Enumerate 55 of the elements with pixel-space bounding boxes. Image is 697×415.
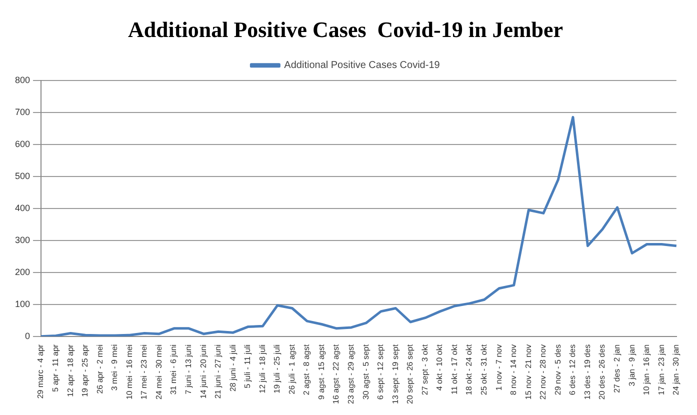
x-tick-label: 19 juli - 25 juli [272, 344, 282, 394]
x-tick-label: 4 okt - 10 okt [435, 344, 444, 391]
x-tick-label: 14 juni - 20 juni [198, 344, 208, 399]
x-tick-label: 25 okt - 31 okt [480, 344, 489, 396]
y-tick-label: 100 [14, 298, 30, 309]
x-tick-label: 8 nov - 14 nov [509, 344, 518, 396]
y-tick-label: 300 [14, 234, 30, 245]
x-tick-label: 7 juni - 13 juni [184, 344, 193, 394]
x-tick-label: 13 sept - 19 sept [390, 344, 400, 404]
y-tick-label: 200 [14, 266, 30, 277]
x-tick-label: 12 juli - 18 juli [258, 344, 267, 394]
x-tick-label: 27 des - 2 jan [612, 344, 622, 393]
x-tick-label: 17 jan - 23 jan [656, 344, 666, 396]
x-tick-label: 12 apr - 18 apr [66, 344, 75, 397]
x-tick-label: 3 mei - 9 mei [110, 344, 120, 391]
x-tick-label: 21 juni - 27 juni [214, 344, 223, 399]
x-tick-label: 11 okt - 17 okt [450, 344, 459, 395]
y-tick-label: 800 [14, 74, 30, 85]
x-tick-label: 19 apr - 25 apr [80, 344, 90, 397]
x-tick-label: 5 juli - 11 juli [243, 344, 252, 388]
chart-title: Additional Positive Cases Covid-19 in Jember [128, 16, 564, 42]
x-tick-label: 29 marc - 4 apr [36, 344, 46, 399]
x-tick-label: 16 agst - 22 agst [332, 344, 341, 404]
x-tick-label: 5 apr - 11 apr [50, 344, 60, 392]
y-tick-label: 400 [14, 202, 30, 213]
x-tick-label: 22 nov - 28 nov [538, 344, 548, 400]
x-tick-label: 9 agst - 15 agst [316, 344, 326, 400]
y-tick-label: 500 [14, 170, 30, 181]
x-tick-label: 13 des - 19 des [582, 344, 592, 400]
x-tick-label: 10 jan - 16 jan [642, 344, 652, 396]
x-tick-label: 1 nov - 7 nov [494, 344, 504, 391]
y-tick-label: 700 [14, 106, 30, 117]
x-tick-label: 29 nov - 5 des [553, 344, 562, 396]
x-tick-label: 3 jan - 9 jan [627, 344, 636, 386]
x-tick-label: 17 mei - 23 mei [140, 344, 149, 400]
x-tick-label: 20 sept - 26 sept [406, 344, 415, 404]
x-tick-label: 26 juli - 1 agst [287, 344, 296, 394]
x-tick-label: 10 mei - 16 mei [124, 344, 134, 400]
x-tick-label: 6 sept - 12 sept [376, 344, 386, 400]
y-tick-label: 600 [14, 138, 30, 149]
x-tick-label: 28 juni - 4 juli [228, 344, 238, 392]
x-tick-label: 23 agst - 29 agst [346, 344, 356, 404]
x-tick-label: 26 apr - 2 mei [95, 344, 104, 394]
x-tick-label: 2 agst - 8 agst [302, 344, 312, 396]
x-tick-label: 20 des - 26 des [598, 344, 607, 400]
x-tick-label: 27 sept - 3 okt [420, 344, 430, 396]
x-tick-label: 18 okt - 24 okt [464, 344, 474, 396]
x-tick-label: 24 jan - 30 jan [672, 344, 681, 396]
x-tick-label: 6 des - 12 des [568, 344, 578, 396]
x-tick-label: 24 mei - 30 mei [154, 344, 164, 400]
legend-label: Additional Positive Cases Covid-19 [284, 60, 440, 72]
x-tick-label: 15 nov - 21 nov [524, 344, 533, 400]
x-tick-label: 30 agst - 5 sept [361, 344, 370, 400]
x-tick-label: 31 mei - 6 juni [169, 344, 178, 395]
y-tick-label: 0 [25, 330, 30, 341]
